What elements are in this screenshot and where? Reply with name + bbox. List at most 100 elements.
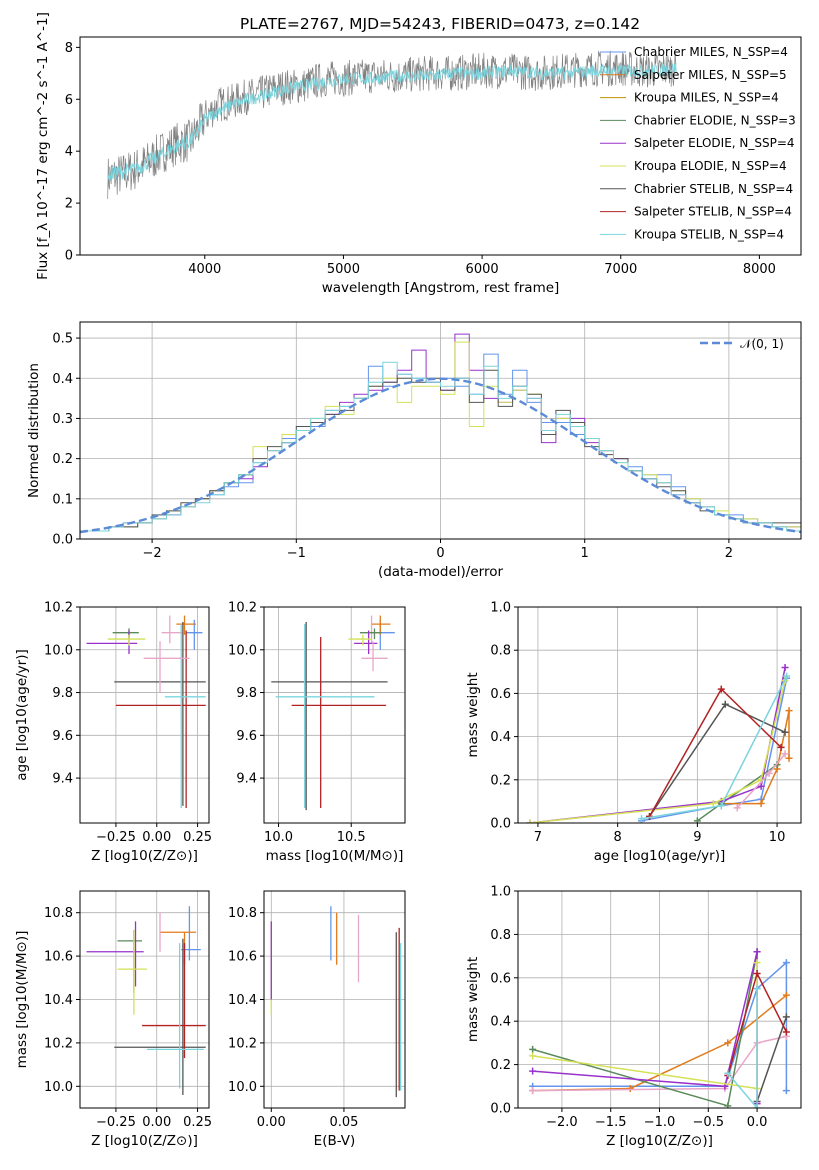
grid [518,606,801,824]
axes-frame: 4000 5000 6000 7000 8000 0 2 4 6 8 wavelength [Ang… [35,12,802,296]
y-tick-label: 8 [65,41,73,56]
grid [264,891,405,1108]
weight-marker [529,1052,537,1060]
weight-marker [529,1067,537,1075]
weight-marker [529,1045,537,1053]
weight-marker [782,991,790,999]
weight-marker [782,1028,790,1036]
y-tick-label: 0.8 [490,928,511,943]
x-tick-label: 7 [534,830,542,845]
spectrum-panel: 4000 5000 6000 7000 8000 0 2 4 6 8 wavelength [Ang… [35,12,802,296]
x-tick-label: 9 [693,830,701,845]
weight-marker [782,1013,790,1021]
y-tick-label: 10.0 [228,643,257,658]
weight-marker [777,743,785,751]
x-tick-label: −0.5 [693,1115,725,1130]
weight-marker [765,769,773,777]
residual-histogram-panel: −2 −1 0 1 2 0.0 0.1 0.2 0.3 0.4 0.5 (data-model)/er… [26,321,802,580]
y-tick-label: 0.2 [490,1058,511,1073]
spectrum-title: PLATE=2767, MJD=54243, FIBERID=0473, z=0… [240,15,640,33]
y-tick-label: 10.8 [228,906,257,921]
weight-marker [785,754,793,762]
error-bar-point [359,628,382,640]
error-bar-point [114,938,206,1095]
x-tick-label: 8000 [743,262,776,277]
y-tick-label: 0.4 [52,372,73,387]
y-tick-label: 10.0 [44,1080,73,1095]
axes-border [79,606,210,824]
weight-marker [526,819,534,823]
legend-entry: Chabrier MILES, N_SSP=4 [634,45,788,59]
x-axis-label: mass [log10(M/M⊙)] [266,848,404,864]
error-bar-point [160,931,196,965]
axes-frame: 0.00 0.05 10.0 10.2 10.4 10.6 10.8 E(B-V) [228,890,406,1149]
error-bar-point [164,624,206,809]
axes-frame: −0.25 0.00 0.25 10.0 10.2 10.4 10.6 10.8 Z [log1… [14,890,212,1149]
spectrum-model-line [107,62,677,182]
x-tick-label: 7000 [604,262,637,277]
x-tick-label: 10.0 [264,830,293,845]
y-axis-label: Flux [f_λ 10^-17 erg cm^-2 s^-1 A^-1] [35,12,51,280]
weight-line [756,1016,788,1102]
x-axis-label: Z [log10(Z/Z⊙)] [91,1133,198,1149]
error-bar-point [142,943,206,1059]
x-tick-label: 6000 [466,262,499,277]
y-tick-label: 10.2 [228,1036,257,1051]
y-tick-label: 2 [65,197,73,212]
mass-weight-vs-metallicity-panel: −2.0 −1.5 −1.0 −0.5 0.0 0.0 0.2 0.4 0.6 0.8 1.0 Z [… [465,885,802,1149]
weight-marker [757,800,765,808]
axes-border [263,606,406,824]
legend: Chabrier MILES, N_SSP=4 Salpeter MILES, N… [600,45,796,241]
weight-line [721,710,790,805]
x-tick-label: 0.25 [183,1115,212,1130]
error-bar-point [271,621,388,811]
legend-entry: Chabrier STELIB, N_SSP=4 [634,182,793,196]
histogram-step [80,361,801,539]
x-axis-label: Z [log10(Z/Z⊙)] [606,1133,713,1149]
error-bar-point [371,615,391,635]
plot-area [270,906,402,1098]
x-tick-label: −1 [287,546,306,561]
y-tick-label: 9.8 [236,686,257,701]
weight-line [641,678,788,822]
y-tick-label: 10.2 [44,601,73,616]
weight-marker [782,959,790,967]
x-tick-label: 0.05 [329,1115,358,1130]
weight-marker [733,804,741,812]
weight-line [727,988,758,1108]
weight-marker [753,985,761,993]
x-tick-label: −0.25 [96,1115,136,1130]
weight-marker [753,948,761,956]
x-tick-label: −1.5 [595,1115,627,1130]
weight-marker [753,969,761,977]
error-bar-point [291,636,387,809]
y-tick-label: 9.4 [52,772,73,787]
weight-marker [757,782,765,790]
y-tick-label: 10.4 [44,993,73,1008]
legend-entry: Chabrier ELODIE, N_SSP=3 [634,113,796,127]
y-axis-label: age [log10(age/yr)] [14,649,30,781]
error-bar-point [161,615,183,644]
y-tick-label: 0.5 [52,332,73,347]
x-axis-label: wavelength [Angstrom, rest frame] [322,280,560,296]
weight-marker [785,707,793,715]
x-tick-label: 10 [769,830,786,845]
weight-marker [529,1087,537,1095]
error-bar-point [115,630,206,809]
y-tick-label: 0.0 [490,817,511,832]
y-tick-label: 0.8 [490,644,511,659]
axes-frame: 10.0 10.5 9.4 9.6 9.8 10.0 10.2 mass [log10(M/M… [228,601,406,864]
weight-marker [781,663,789,671]
age-vs-mass-panel: 10.0 10.5 9.4 9.6 9.8 10.0 10.2 mass [log10(M/M… [228,601,406,864]
weight-marker [753,1104,761,1108]
x-tick-label: −0.25 [96,830,136,845]
plot-area [80,333,801,539]
y-tick-label: 9.6 [52,729,73,744]
weight-marker [781,750,789,758]
y-tick-label: 9.4 [236,772,257,787]
error-bar-point [361,641,388,672]
plot-area [86,906,206,1095]
y-tick-label: 1.0 [490,885,511,900]
axes-frame: −2 −1 0 1 2 0.0 0.1 0.2 0.3 0.4 0.5 (data-model)/er… [26,321,802,580]
